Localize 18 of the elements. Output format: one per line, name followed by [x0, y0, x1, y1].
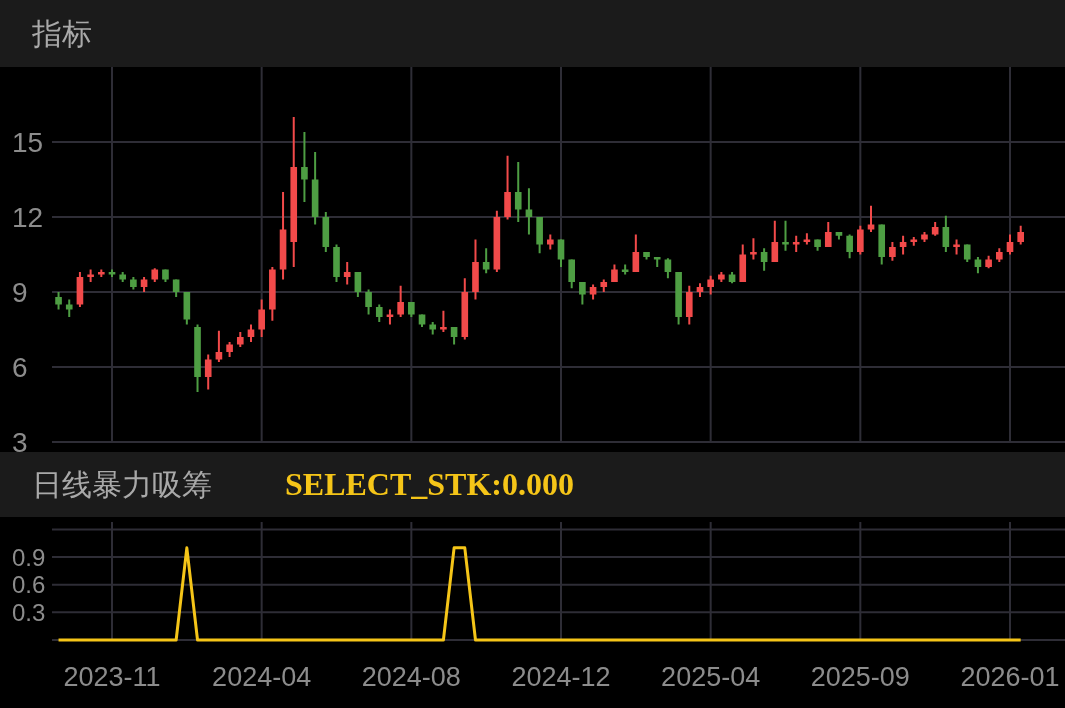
x-tick-label: 2024-08: [361, 662, 461, 692]
y-tick-label: 6: [12, 351, 28, 383]
y-tick-label: 15: [12, 126, 44, 158]
text: SELECT_STK:0.000: [285, 465, 574, 502]
y-tick-label: 0.3: [12, 598, 46, 626]
y-tick-label: 0.9: [12, 543, 46, 571]
x-tick-label: 2024-04: [212, 662, 312, 692]
y-tick-label: 12: [12, 201, 44, 233]
y-tick-label: 9: [12, 276, 28, 308]
x-tick-label: 2026-01: [960, 662, 1060, 692]
y-tick-label: 0.6: [12, 571, 46, 599]
x-tick-label: 2024-12: [511, 662, 611, 692]
x-tick-label: 2025-04: [661, 662, 761, 692]
x-tick-label: 2025-09: [810, 662, 910, 692]
chart-title: 指标: [31, 16, 92, 50]
x-tick-label: 2023-11: [63, 662, 161, 692]
y-tick-label: 3: [12, 426, 28, 458]
chart-title: 日线暴力吸筹: [32, 467, 212, 501]
